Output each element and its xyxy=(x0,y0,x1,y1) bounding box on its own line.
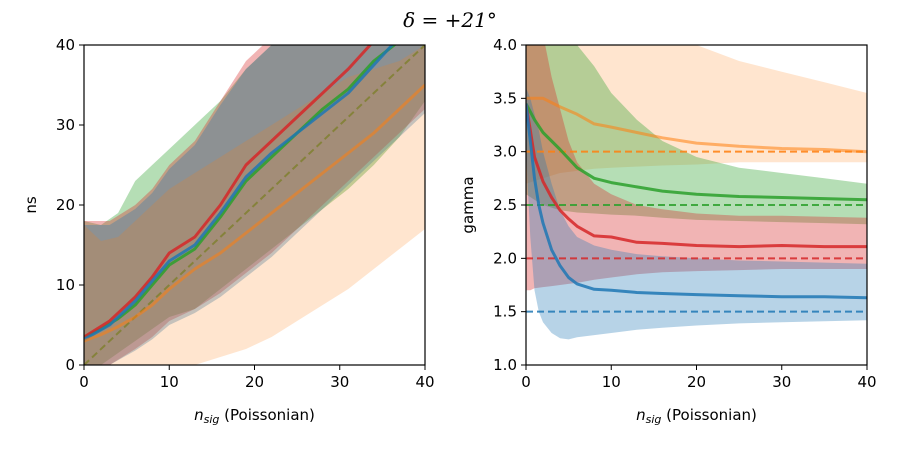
x-tick-label: 40 xyxy=(415,373,434,391)
orange-series-line xyxy=(84,83,425,343)
figure-title: δ = +21° xyxy=(403,8,497,32)
x-axis-label-sub: sig xyxy=(204,413,220,426)
y-tick-label: 3.5 xyxy=(493,89,517,107)
green-series-line xyxy=(84,45,397,339)
x-tick-label: 40 xyxy=(857,373,876,391)
y-tick-label: 0 xyxy=(65,356,75,374)
y-tick-label: 3.0 xyxy=(493,143,517,161)
x-axis-label-rest: (Poissonian) xyxy=(661,406,757,424)
y-tick-label: 1.5 xyxy=(493,303,517,321)
blue-series-line xyxy=(84,45,395,341)
x-tick-label: 30 xyxy=(330,373,349,391)
y-tick-label: 30 xyxy=(56,116,75,134)
y-tick-label: 1.0 xyxy=(493,356,517,374)
x-tick-label: 0 xyxy=(79,373,89,391)
x-tick-label: 30 xyxy=(772,373,791,391)
y-tick-label: 2.5 xyxy=(493,196,517,214)
y-tick-label: 4.0 xyxy=(493,36,517,54)
x-axis-label-rest: (Poissonian) xyxy=(219,406,315,424)
confidence-bands xyxy=(84,45,425,365)
x-tick-label: 10 xyxy=(160,373,179,391)
x-axis-label-main: n xyxy=(636,406,646,424)
x-axis-label: nsig (Poissonian) xyxy=(636,406,757,426)
panel-right: 0 10 20 30 40 1.0 1.5 2.0 2.5 3.0 3.5 4.0 gamma nsi… xyxy=(459,36,877,426)
panel-left: 0 10 20 30 40 0 10 20 30 40 ns nsig (Poissonian) xyxy=(22,36,435,426)
red-confidence-band xyxy=(526,45,867,291)
x-tick-label: 20 xyxy=(245,373,264,391)
y-tick-label: 10 xyxy=(56,276,75,294)
series-lines xyxy=(84,45,425,343)
ticks: 0 10 20 30 40 1.0 1.5 2.0 2.5 3.0 3.5 4.0 xyxy=(493,36,876,391)
green-confidence-band xyxy=(526,45,867,225)
y-axis-label: ns xyxy=(22,196,40,214)
red-series-line xyxy=(526,103,867,249)
y-tick-label: 40 xyxy=(56,36,75,54)
x-tick-label: 20 xyxy=(687,373,706,391)
y-tick-label: 2.0 xyxy=(493,249,517,267)
red-series-line xyxy=(84,45,373,339)
x-axis-label: nsig (Poissonian) xyxy=(194,406,315,426)
blue-series-line xyxy=(526,103,867,300)
x-axis-label-main: n xyxy=(194,406,204,424)
reference-lines xyxy=(526,150,867,313)
orange-series-line xyxy=(526,96,867,154)
x-tick-label: 10 xyxy=(602,373,621,391)
y-axis-label: gamma xyxy=(459,176,477,233)
ticks: 0 10 20 30 40 0 10 20 30 40 xyxy=(56,36,435,391)
x-axis-label-sub: sig xyxy=(646,413,662,426)
blue-confidence-band xyxy=(526,87,867,340)
series-lines xyxy=(526,96,867,300)
x-tick-label: 0 xyxy=(521,373,531,391)
green-series-line xyxy=(526,102,867,202)
y-tick-label: 20 xyxy=(56,196,75,214)
